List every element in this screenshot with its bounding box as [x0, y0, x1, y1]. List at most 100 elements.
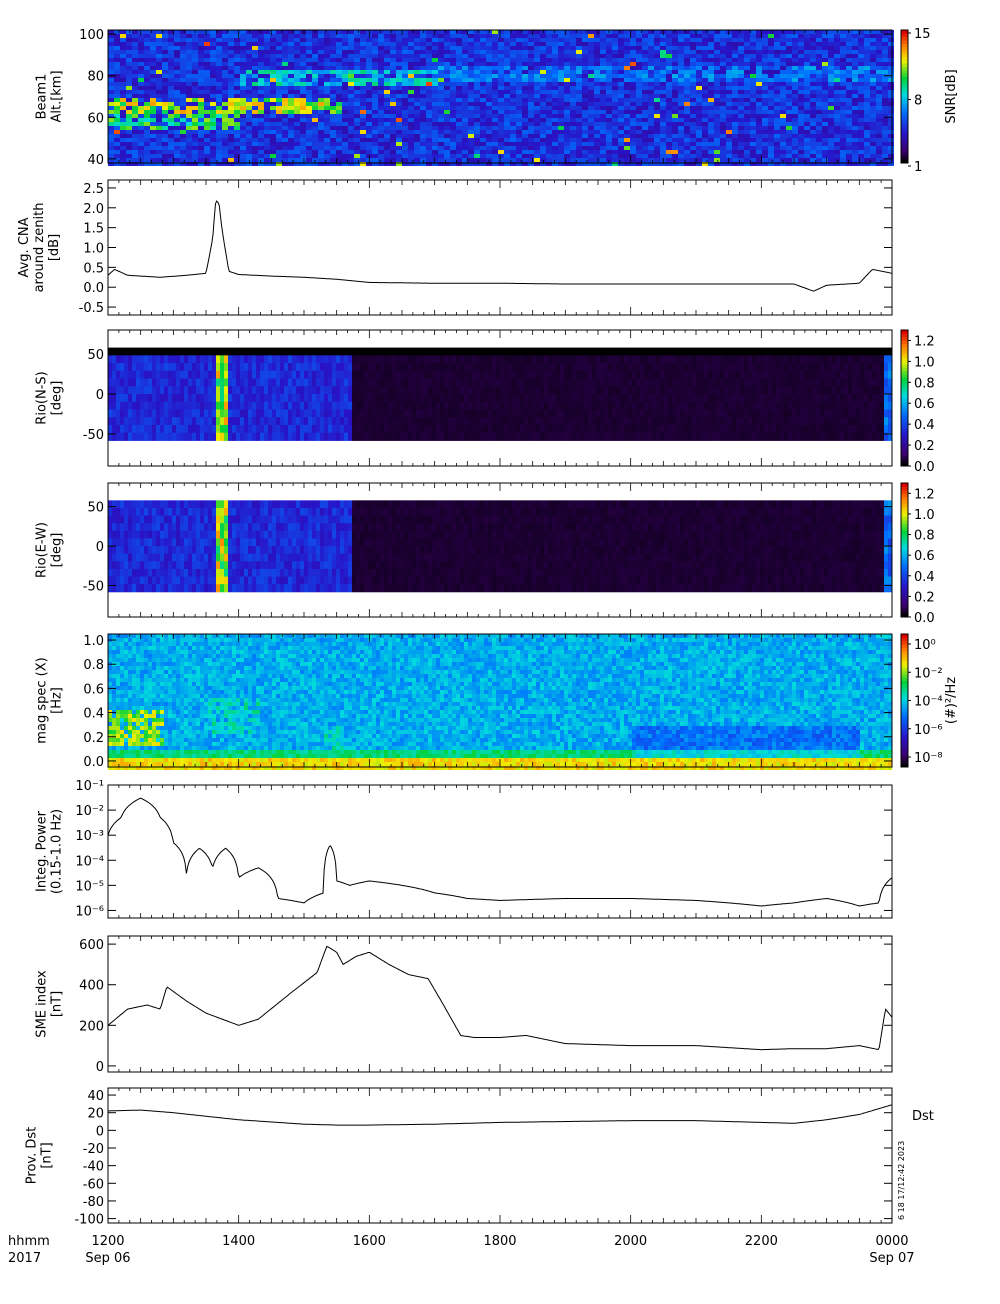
axis-label: [deg]	[50, 533, 65, 568]
colorbar-swatch	[901, 697, 908, 701]
colorbar-swatch	[901, 760, 908, 764]
colorbar-tick-label: 0.2	[914, 590, 935, 605]
colorbar-tick-label: 10⁻⁸	[914, 751, 943, 766]
colorbar-swatch	[901, 340, 908, 344]
colorbar-tick-label: 8	[914, 94, 922, 109]
axis-label: [dB]	[47, 234, 62, 261]
axis-label: [nT]	[50, 991, 65, 1017]
colorbar-swatch	[901, 97, 908, 101]
y-tick-label: 2.0	[83, 202, 104, 217]
colorbar-swatch	[901, 744, 908, 748]
series-line	[108, 946, 892, 1049]
y-tick-label: 1.0	[83, 634, 104, 649]
colorbar-swatch	[901, 456, 908, 460]
colorbar-swatch	[901, 439, 908, 443]
colorbar-swatch	[901, 651, 908, 655]
colorbar-swatch	[901, 570, 908, 574]
colorbar-swatch	[901, 727, 908, 731]
colorbar-swatch	[901, 344, 908, 348]
colorbar-swatch	[901, 637, 908, 641]
colorbar-swatch	[901, 93, 908, 97]
colorbar-swatch	[901, 418, 908, 422]
colorbar-tick-label: 0.6	[914, 397, 935, 412]
colorbar-swatch	[901, 671, 908, 675]
axis-label: around zenith	[32, 203, 47, 293]
colorbar-swatch	[901, 143, 908, 147]
colorbar-swatch	[901, 123, 908, 127]
y-tick-label: 100	[79, 28, 104, 43]
axis-label: [deg]	[50, 381, 65, 416]
colorbar-swatch	[901, 63, 908, 67]
series-line	[108, 798, 892, 906]
y-tick-label: 10⁻¹	[75, 779, 104, 794]
colorbar-swatch	[901, 133, 908, 137]
colorbar-swatch	[901, 150, 908, 154]
y-tick-label: 10⁻⁶	[75, 904, 104, 919]
colorbar-swatch	[901, 710, 908, 714]
colorbar-swatch	[901, 83, 908, 87]
y-tick-label: -100	[74, 1213, 104, 1228]
axis-label: [nT]	[40, 1142, 55, 1168]
colorbar-swatch	[901, 153, 908, 157]
colorbar-swatch	[901, 100, 908, 104]
colorbar-swatch	[901, 493, 908, 497]
colorbar-swatch	[901, 43, 908, 47]
colorbar-swatch	[901, 354, 908, 358]
x-end-date: Sep 07	[869, 1251, 914, 1266]
colorbar-swatch	[901, 395, 908, 399]
colorbar-swatch	[901, 106, 908, 110]
heatmap-cells	[108, 348, 893, 441]
y-tick-label: -40	[83, 1160, 104, 1175]
y-tick-label: 60	[87, 111, 104, 126]
colorbar-swatch	[901, 425, 908, 429]
y-tick-label: 10⁻⁴	[75, 854, 104, 869]
colorbar-swatch	[901, 47, 908, 51]
colorbar-swatch	[901, 116, 908, 120]
colorbar-swatch	[901, 67, 908, 71]
y-tick-label: 0.0	[83, 755, 104, 770]
axis-label: (0.15-1.0 Hz)	[50, 809, 65, 894]
colorbar-swatch	[901, 704, 908, 708]
colorbar-swatch	[901, 140, 908, 144]
y-tick-label: 600	[79, 938, 104, 953]
colorbar-swatch	[901, 754, 908, 758]
colorbar-swatch	[901, 530, 908, 534]
colorbar-swatch	[901, 126, 908, 130]
colorbar-swatch	[901, 347, 908, 351]
colorbar-swatch	[901, 747, 908, 751]
axis-label: Integ. Power	[35, 810, 50, 892]
colorbar-tick-label: 1.0	[914, 508, 935, 523]
colorbar-tick-label: 10⁰	[914, 638, 936, 653]
colorbar-swatch	[901, 557, 908, 561]
colorbar-swatch	[901, 90, 908, 94]
axis-label: Prov. Dst	[25, 1127, 40, 1184]
colorbar-swatch	[901, 567, 908, 571]
y-tick-label: 0.6	[83, 682, 104, 697]
colorbar-swatch	[901, 734, 908, 738]
y-tick-label: 0	[96, 540, 104, 555]
colorbar-swatch	[901, 364, 908, 368]
axis-label: Alt.[km]	[50, 70, 65, 122]
axis-label: Rio(E-W)	[35, 522, 50, 578]
colorbar-tick-label: 0.2	[914, 439, 935, 454]
y-tick-label: 2.5	[83, 182, 104, 197]
heatmap-cells	[108, 500, 893, 592]
colorbar-swatch	[901, 657, 908, 661]
x-tick-label: 2200	[745, 1234, 778, 1249]
colorbar-swatch	[901, 647, 908, 651]
colorbar-swatch	[901, 110, 908, 114]
colorbar-swatch	[901, 330, 908, 334]
colorbar-swatch	[901, 694, 908, 698]
colorbar-swatch	[901, 730, 908, 734]
colorbar-swatch	[901, 405, 908, 409]
y-tick-label: 40	[87, 1089, 104, 1104]
colorbar-swatch	[901, 73, 908, 77]
y-tick-label: 0.0	[83, 281, 104, 296]
colorbar-swatch	[901, 500, 908, 504]
colorbar-swatch	[901, 367, 908, 371]
colorbar-swatch	[901, 378, 908, 382]
colorbar-swatch	[901, 446, 908, 450]
colorbar-swatch	[901, 50, 908, 54]
colorbar-swatch	[901, 750, 908, 754]
plot-frame	[108, 180, 892, 315]
